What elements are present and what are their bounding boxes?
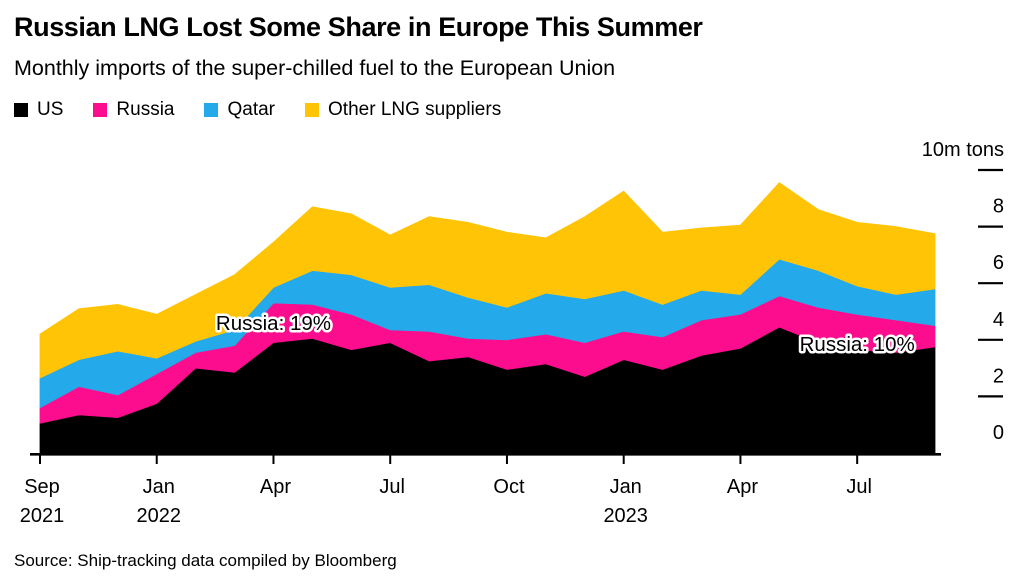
source-note: Source: Ship-tracking data compiled by B… [14, 551, 397, 570]
annotation-russia-10-: Russia: 10% [800, 333, 915, 356]
x-tick-label: Jul [846, 476, 872, 498]
y-tick-label: 6 [993, 252, 1004, 274]
us-swatch-icon [14, 103, 28, 117]
x-tick-label: Jul [379, 476, 405, 498]
x-tick-label: Apr [727, 476, 758, 498]
legend-label-russia: Russia [116, 99, 175, 120]
legend-label-qatar: Qatar [227, 99, 276, 120]
area-other-lng-suppliers [39, 182, 936, 379]
legend-label-other: Other LNG suppliers [328, 99, 502, 120]
x-tick-label: Jan [143, 476, 175, 498]
y-tick-label: 0 [993, 422, 1004, 444]
legend-item-qatar: Qatar [204, 99, 275, 121]
chart-legend: US Russia Qatar Other LNG suppliers [14, 99, 501, 121]
russia-swatch-icon [93, 103, 108, 117]
x-tick-year-label: 2023 [603, 505, 648, 527]
x-tick-year-label: 2022 [136, 505, 181, 527]
y-tick-label: 8 [993, 196, 1004, 218]
legend-item-us: US [14, 99, 63, 121]
other-swatch-icon [305, 103, 320, 117]
legend-item-other: Other LNG suppliers [305, 99, 501, 121]
y-tick-label: 2 [993, 365, 1004, 387]
annotation-russia-19-: Russia: 19% [216, 312, 331, 335]
x-tick-label: Sep [24, 476, 60, 498]
chart-subtitle: Monthly imports of the super-chilled fue… [14, 56, 616, 80]
y-tick-label: 4 [993, 309, 1004, 331]
y-axis-unit-label: 10m tons [922, 139, 1004, 161]
qatar-swatch-icon [204, 103, 219, 117]
x-tick-year-label: 2021 [20, 505, 65, 527]
legend-label-us: US [37, 99, 64, 120]
legend-item-russia: Russia [93, 99, 174, 121]
x-tick-label: Jan [610, 476, 642, 498]
chart-title: Russian LNG Lost Some Share in Europe Th… [14, 12, 703, 42]
x-tick-label: Oct [493, 476, 525, 498]
x-tick-label: Apr [260, 476, 291, 498]
